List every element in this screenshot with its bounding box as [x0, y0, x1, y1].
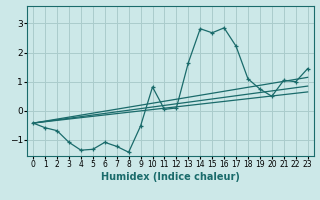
X-axis label: Humidex (Indice chaleur): Humidex (Indice chaleur) — [101, 172, 240, 182]
